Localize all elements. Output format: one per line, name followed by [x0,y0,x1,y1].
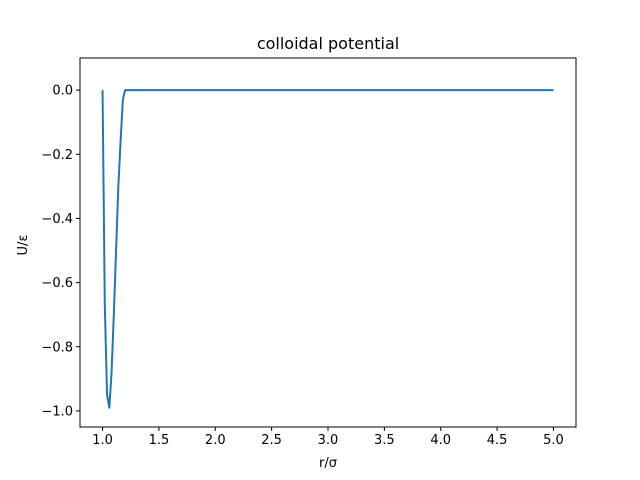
y-axis-label: U/ε [16,235,31,256]
x-tick-label: 4.0 [430,433,451,448]
y-tick-label: −0.4 [41,212,73,227]
x-tick-label: 3.0 [318,433,339,448]
x-tick-label: 5.0 [543,433,564,448]
x-tick-label: 1.5 [149,433,170,448]
plot-area [101,89,554,409]
x-axis-label: r/σ [319,456,337,471]
y-tick-label: 0.0 [52,84,73,99]
y-axis-ticks: 0.0 −0.2 −0.4 −0.6 −0.8 −1.0 [41,84,80,419]
x-tick-label: 4.5 [487,433,508,448]
x-tick-label: 1.0 [92,433,113,448]
axes-frame [79,57,577,428]
x-tick-label: 2.0 [205,433,226,448]
x-tick-label: 3.5 [374,433,395,448]
x-axis-ticks: 1.0 1.5 2.0 2.5 3.0 3.5 4.0 4.5 5.0 [92,427,564,448]
y-tick-label: −0.2 [41,148,73,163]
x-tick-label: 2.5 [261,433,282,448]
y-tick-label: −0.6 [41,276,73,291]
y-tick-label: −1.0 [41,404,73,419]
chart-title: colloidal potential [257,34,399,53]
y-tick-label: −0.8 [41,340,73,355]
potential-series-line [101,89,554,409]
